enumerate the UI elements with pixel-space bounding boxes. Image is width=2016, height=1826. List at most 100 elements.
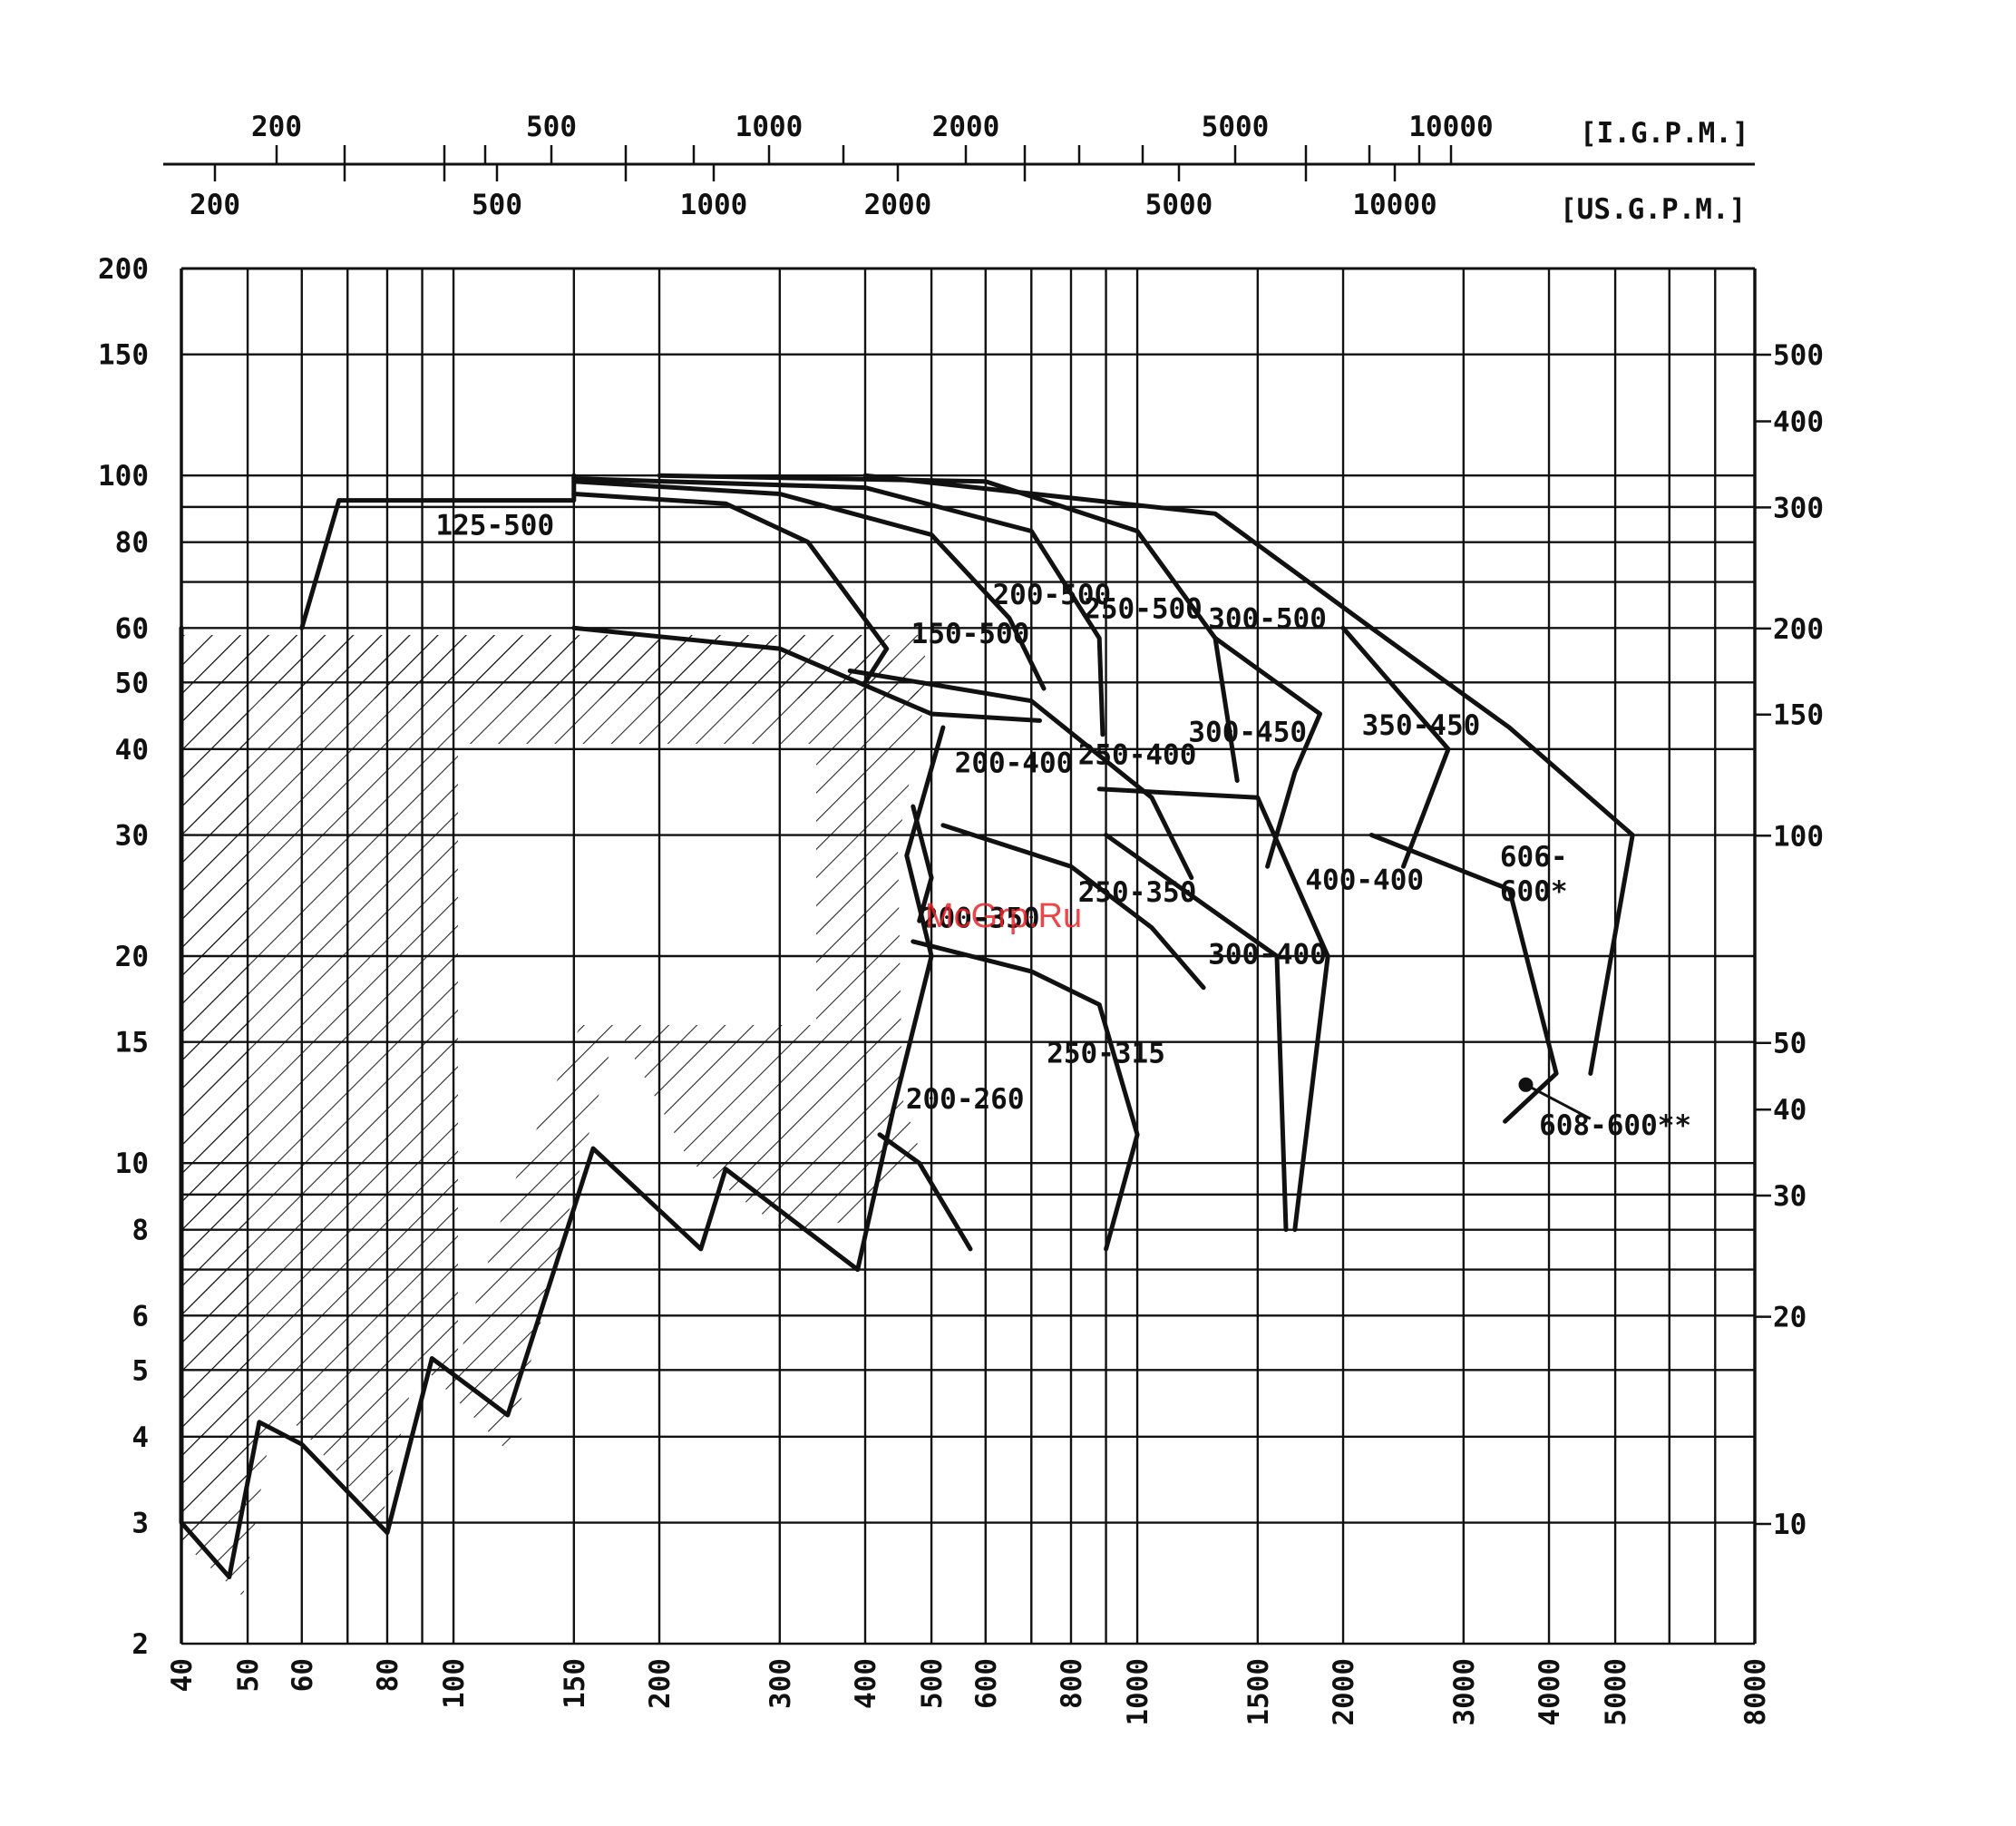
x-tick-label: 1000 bbox=[1122, 1658, 1154, 1726]
y2-tick-label: 10 bbox=[1773, 1509, 1807, 1541]
curve-250-500 bbox=[571, 476, 1105, 737]
x-tick-label: 1500 bbox=[1242, 1658, 1275, 1726]
curves bbox=[179, 473, 1635, 1579]
y-axis-ticks: 2 3 4 5 6 8 10 15 20 30 40 50 60 80 100 150 200 bbox=[98, 253, 149, 1661]
y2-tick-label: 150 bbox=[1773, 699, 1824, 732]
y-tick-label: 30 bbox=[115, 820, 149, 853]
curve-label: 300-500 bbox=[1208, 602, 1327, 635]
igpm-ticks: 200 500 1000 2000 5000 10000 bbox=[251, 111, 1494, 164]
curve-200-400 bbox=[571, 625, 1042, 723]
curve-label: 200-500 bbox=[993, 579, 1112, 611]
igpm-tick-label: 2000 bbox=[932, 111, 1000, 143]
y2-tick-label: 200 bbox=[1773, 613, 1824, 646]
y-tick-label: 5 bbox=[131, 1354, 149, 1387]
x-tick-label: 600 bbox=[970, 1658, 1003, 1709]
curve-label: 250-350 bbox=[1078, 876, 1197, 909]
curve-200-350 bbox=[911, 804, 934, 923]
igpm-tick-label: 10000 bbox=[1408, 111, 1493, 143]
y2-tick-label: 40 bbox=[1773, 1094, 1807, 1127]
x-tick-label: 150 bbox=[559, 1658, 591, 1709]
curve-606-600- bbox=[862, 473, 1635, 1076]
y-tick-label: 200 bbox=[98, 253, 149, 286]
x-tick-label: 200 bbox=[644, 1658, 677, 1709]
x-tick-label: 300 bbox=[765, 1658, 797, 1709]
x-tick-label: 400 bbox=[850, 1658, 882, 1709]
grid bbox=[180, 267, 1757, 1645]
curve-250-400 bbox=[847, 669, 1194, 881]
curve-label: 125-500 bbox=[435, 510, 554, 542]
y2-tick-label: 500 bbox=[1773, 339, 1824, 372]
curve-350-450 bbox=[1340, 625, 1451, 869]
x-tick-label: 100 bbox=[438, 1658, 471, 1709]
x-tick-label: 60 bbox=[287, 1658, 319, 1692]
curve-125-500 bbox=[299, 473, 577, 630]
curve-label: 250-315 bbox=[1047, 1037, 1165, 1069]
usgpm-tick-label: 1000 bbox=[680, 189, 748, 221]
curve-150-500 bbox=[571, 492, 890, 685]
x-tick-label: 50 bbox=[232, 1658, 265, 1692]
usgpm-tick-label: 10000 bbox=[1352, 189, 1437, 221]
curve-250-315 bbox=[911, 939, 1140, 1252]
igpm-tick-label: 5000 bbox=[1202, 111, 1270, 143]
y2-tick-label: 20 bbox=[1773, 1302, 1807, 1334]
curve-label: 150-500 bbox=[911, 618, 1030, 650]
y2-tick-label: 100 bbox=[1773, 820, 1824, 853]
y-tick-label: 10 bbox=[115, 1147, 149, 1180]
top-axes: 200 500 1000 2000 5000 10000 200 500 1000 2000 50… bbox=[163, 111, 1755, 226]
x-axis-ticks: 40 50 60 80 100 150 200 300 400 500 600 800 1000 1500… bbox=[166, 1658, 1772, 1726]
x-tick-label: 40 bbox=[166, 1658, 199, 1692]
curve-label: 250-500 bbox=[1084, 593, 1203, 626]
curve-300-400 bbox=[1104, 833, 1289, 1233]
y2-tick-label: 400 bbox=[1773, 406, 1824, 439]
igpm-unit-label: [I.G.P.M.] bbox=[1580, 117, 1749, 150]
y2-tick-label: 30 bbox=[1773, 1180, 1807, 1213]
x-tick-label: 80 bbox=[372, 1658, 404, 1692]
curve-label: 400-400 bbox=[1305, 864, 1424, 897]
y-tick-label: 15 bbox=[115, 1027, 149, 1059]
curve-label: 606-600* bbox=[1500, 841, 1568, 908]
y-tick-label: 6 bbox=[131, 1300, 149, 1333]
y2-axis-ticks: 10 20 30 40 50 100 150 200 300 400 500 bbox=[1755, 339, 1824, 1541]
curve-label: 608-600** bbox=[1539, 1109, 1691, 1142]
y-tick-label: 80 bbox=[115, 527, 149, 560]
hatched-band-inner-mask bbox=[458, 744, 816, 1361]
y-tick-label: 150 bbox=[98, 339, 149, 372]
igpm-tick-label: 1000 bbox=[735, 111, 803, 143]
curve-250-350 bbox=[940, 823, 1206, 991]
y-tick-label: 3 bbox=[131, 1508, 149, 1540]
curve-400-400 bbox=[1096, 786, 1330, 1233]
y-tick-label: 100 bbox=[98, 460, 149, 493]
marker-leader bbox=[1524, 1083, 1592, 1120]
curve-label: 350-450 bbox=[1362, 709, 1481, 742]
x-tick-label: 2000 bbox=[1328, 1658, 1360, 1726]
y-tick-label: 4 bbox=[131, 1421, 149, 1454]
curve-label: 300-450 bbox=[1188, 717, 1307, 749]
curve-608-600- bbox=[1368, 833, 1559, 1124]
y2-tick-label: 300 bbox=[1773, 492, 1824, 524]
x-tick-label: 5000 bbox=[1600, 1658, 1632, 1726]
curve-label: 200-400 bbox=[955, 747, 1074, 779]
y-tick-label: 2 bbox=[131, 1628, 149, 1661]
curve-200-500 bbox=[571, 479, 1047, 691]
curve-200-260 bbox=[877, 1132, 973, 1252]
x-tick-label: 3000 bbox=[1448, 1658, 1481, 1726]
curve-label: 300-400 bbox=[1208, 938, 1327, 971]
curve-300-450 bbox=[1213, 636, 1322, 869]
usgpm-unit-label: [US.G.P.M.] bbox=[1560, 193, 1746, 226]
x-tick-label: 4000 bbox=[1534, 1658, 1566, 1726]
igpm-tick-label: 500 bbox=[526, 111, 577, 143]
x-tick-label: 800 bbox=[1056, 1658, 1088, 1709]
curve-label: 250-400 bbox=[1078, 739, 1197, 772]
hatched-region bbox=[181, 635, 925, 1597]
y2-tick-label: 50 bbox=[1773, 1028, 1807, 1060]
curve-hatched-limit-left bbox=[179, 625, 946, 1579]
y-tick-label: 60 bbox=[115, 612, 149, 645]
usgpm-ticks: 200 500 1000 2000 5000 10000 bbox=[190, 164, 1437, 221]
usgpm-tick-label: 500 bbox=[472, 189, 522, 221]
usgpm-tick-label: 2000 bbox=[864, 189, 932, 221]
igpm-tick-label: 200 bbox=[251, 111, 302, 143]
curve-label: 200-350 bbox=[921, 903, 1040, 935]
watermark: McGrp.Ru bbox=[925, 897, 1082, 935]
y-tick-label: 20 bbox=[115, 941, 149, 973]
